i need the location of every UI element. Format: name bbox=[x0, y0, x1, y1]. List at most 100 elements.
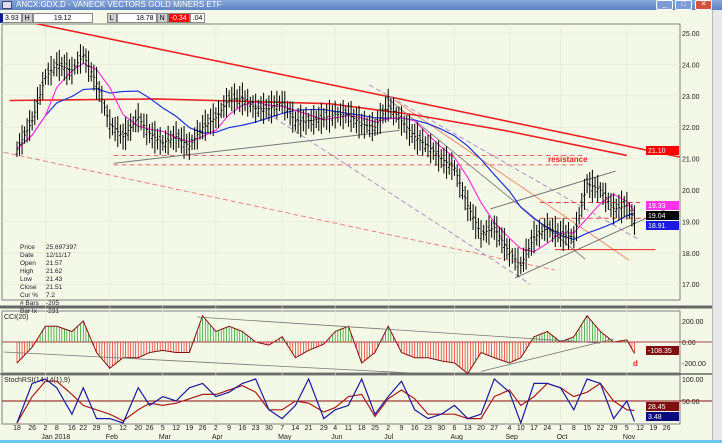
price-bar bbox=[469, 201, 472, 221]
price-bar bbox=[179, 127, 183, 154]
price-bar bbox=[606, 192, 610, 211]
cursor-info-panel: Price 25.697397 Date 12/11/17 Open 21.57 High 2… bbox=[20, 244, 77, 315]
price-bar bbox=[497, 226, 501, 246]
price-bar bbox=[92, 64, 96, 91]
price-bar bbox=[177, 128, 181, 149]
date-tick-label: 26 bbox=[199, 425, 207, 432]
price-bar bbox=[633, 205, 636, 235]
date-tick-label: 10 bbox=[517, 425, 525, 432]
price-bar bbox=[84, 48, 88, 73]
date-tick-label: 24 bbox=[543, 425, 551, 432]
vertical-scrollbar[interactable] bbox=[712, 10, 722, 441]
stoch-line-0 bbox=[16, 377, 636, 425]
date-tick-label: 30 bbox=[265, 425, 273, 432]
window-title: ANCX:GDX,D - VANECK VECTORS GOLD MINERS … bbox=[16, 0, 222, 9]
stoch-line-1 bbox=[16, 380, 635, 424]
month-label: Nov bbox=[623, 434, 636, 440]
price-bar bbox=[164, 130, 167, 153]
minimize-button[interactable]: _ bbox=[656, 0, 673, 10]
price-bar bbox=[103, 99, 106, 116]
price-bar bbox=[60, 56, 64, 77]
date-tick-label: 16 bbox=[238, 425, 246, 432]
app-icon bbox=[2, 1, 12, 9]
price-bar bbox=[463, 186, 467, 211]
price-bar bbox=[627, 202, 631, 219]
price-bar bbox=[339, 103, 342, 126]
price-bar bbox=[543, 218, 547, 241]
price-bar bbox=[405, 115, 409, 140]
cci-tick-label: 200.00 bbox=[682, 319, 704, 326]
price-bar bbox=[322, 108, 326, 128]
price-bar bbox=[530, 229, 533, 256]
date-tick-label: 2 bbox=[386, 425, 390, 432]
price-bar bbox=[68, 59, 71, 81]
price-bar bbox=[87, 50, 90, 82]
price-bar bbox=[583, 178, 586, 210]
price-bar bbox=[429, 133, 433, 164]
last-value-box bbox=[646, 201, 679, 210]
cursor-info-value: 25.697397 bbox=[46, 244, 77, 251]
price-bar bbox=[55, 52, 59, 77]
price-bar bbox=[97, 80, 101, 102]
price-bar bbox=[593, 177, 597, 198]
chart-canvas[interactable]: 25.0024.0023.0022.0021.0020.0019.0018.00… bbox=[0, 0, 712, 440]
price-tick-label: 20.00 bbox=[682, 188, 700, 195]
price-bar bbox=[453, 160, 456, 176]
low-value: 18.78 bbox=[116, 13, 157, 23]
price-bar bbox=[270, 90, 273, 124]
price-bar bbox=[156, 128, 159, 150]
date-tick-label: 29 bbox=[93, 425, 101, 432]
cursor-info-value: 21.51 bbox=[46, 284, 63, 291]
price-bar bbox=[28, 110, 32, 142]
price-bar bbox=[76, 51, 80, 75]
price-bar bbox=[222, 95, 226, 118]
month-label: Jan 2018 bbox=[41, 434, 70, 440]
price-bar bbox=[333, 100, 337, 129]
price-bar bbox=[500, 227, 504, 254]
price-bar bbox=[601, 182, 605, 206]
price-bar bbox=[368, 114, 372, 138]
date-tick-label: 12 bbox=[172, 425, 180, 432]
date-tick-label: 17 bbox=[530, 425, 538, 432]
price-bar bbox=[567, 221, 570, 250]
stoch-last-box bbox=[646, 412, 679, 421]
trendline bbox=[3, 151, 556, 271]
price-bar bbox=[625, 191, 629, 220]
date-tick-label: 20 bbox=[134, 425, 142, 432]
price-bar bbox=[397, 106, 401, 130]
cursor-info-label: High bbox=[20, 268, 34, 275]
price-bar bbox=[418, 129, 422, 151]
price-bar bbox=[256, 99, 260, 118]
price-bar bbox=[190, 134, 194, 151]
price-bar bbox=[44, 69, 47, 85]
month-label: Aug bbox=[451, 434, 464, 440]
close-button[interactable]: ✕ bbox=[695, 0, 712, 10]
date-tick-label: 5 bbox=[625, 425, 629, 432]
price-bar bbox=[174, 121, 178, 153]
trendline bbox=[384, 95, 586, 260]
date-tick-label: 20 bbox=[477, 425, 485, 432]
price-bar bbox=[447, 153, 451, 175]
price-bar bbox=[352, 108, 356, 128]
last-value-box bbox=[646, 146, 679, 155]
price-bar bbox=[510, 248, 514, 264]
resistance-label: resistance bbox=[548, 155, 588, 164]
maximize-button[interactable]: □ bbox=[675, 0, 692, 10]
price-bar bbox=[30, 111, 34, 131]
price-bar bbox=[617, 194, 621, 221]
date-tick-label: 22 bbox=[596, 425, 604, 432]
pane-frame-2 bbox=[1, 374, 681, 425]
cci-annotation: d bbox=[633, 359, 638, 368]
price-bar bbox=[357, 105, 361, 139]
date-tick-label: 18 bbox=[13, 425, 21, 432]
price-bar bbox=[214, 107, 218, 129]
price-bar bbox=[52, 58, 56, 77]
price-bar bbox=[105, 104, 109, 128]
price-bar bbox=[240, 82, 244, 116]
price-bar bbox=[209, 108, 212, 135]
date-tick-label: 27 bbox=[490, 425, 498, 432]
price-bar bbox=[598, 182, 602, 198]
price-bar bbox=[272, 95, 276, 117]
price-bar bbox=[349, 100, 353, 133]
high-value: 19.12 bbox=[32, 13, 93, 23]
